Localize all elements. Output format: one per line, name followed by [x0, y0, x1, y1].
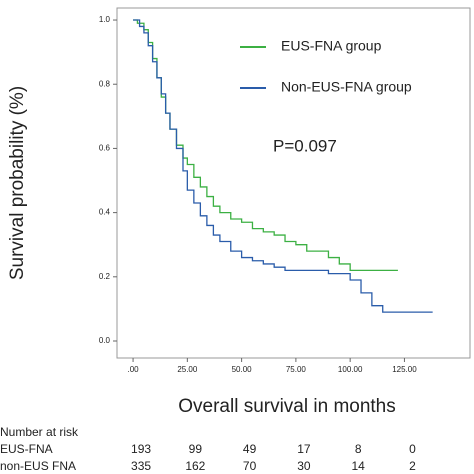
- plot-area: [116, 7, 471, 359]
- risk-count: 17: [297, 442, 311, 456]
- x-tick-label: 50.00: [232, 365, 253, 374]
- risk-count: 193: [131, 442, 151, 456]
- p-value: P=0.097: [273, 136, 337, 155]
- x-tick-label: 75.00: [286, 365, 307, 374]
- x-axis-label: Overall survival in months: [178, 396, 396, 417]
- risk-count: 8: [355, 442, 362, 456]
- x-tick-label: 100.00: [338, 365, 363, 374]
- survival-curve: [133, 19, 433, 313]
- y-axis-label: Survival probability (%): [7, 86, 28, 280]
- risk-count: 162: [185, 459, 205, 473]
- y-tick-label: 0.4: [99, 208, 111, 217]
- risk-count: 30: [297, 459, 311, 473]
- risk-title: Number at risk: [0, 425, 79, 439]
- risk-count: 0: [409, 442, 416, 456]
- risk-count: 2: [409, 459, 416, 473]
- y-tick-label: 0.2: [99, 272, 111, 281]
- risk-count: 70: [243, 459, 257, 473]
- y-tick-label: 1.0: [99, 15, 111, 24]
- y-tick-label: 0.6: [99, 144, 111, 153]
- risk-count: 335: [131, 459, 151, 473]
- risk-count: 49: [243, 442, 257, 456]
- x-tick-label: 125.00: [392, 365, 417, 374]
- legend-label: Non-EUS-FNA group: [281, 79, 412, 95]
- y-tick-label: 0.8: [99, 79, 111, 88]
- y-tick-label: 0.0: [99, 336, 111, 345]
- risk-count: 99: [189, 442, 203, 456]
- x-tick-label: 25.00: [177, 365, 198, 374]
- legend-label: EUS-FNA group: [281, 38, 382, 54]
- risk-row-label: EUS-FNA: [0, 442, 53, 456]
- risk-row-label: non-EUS FNA: [0, 459, 76, 473]
- x-tick-label: .00: [128, 365, 140, 374]
- risk-count: 14: [351, 459, 365, 473]
